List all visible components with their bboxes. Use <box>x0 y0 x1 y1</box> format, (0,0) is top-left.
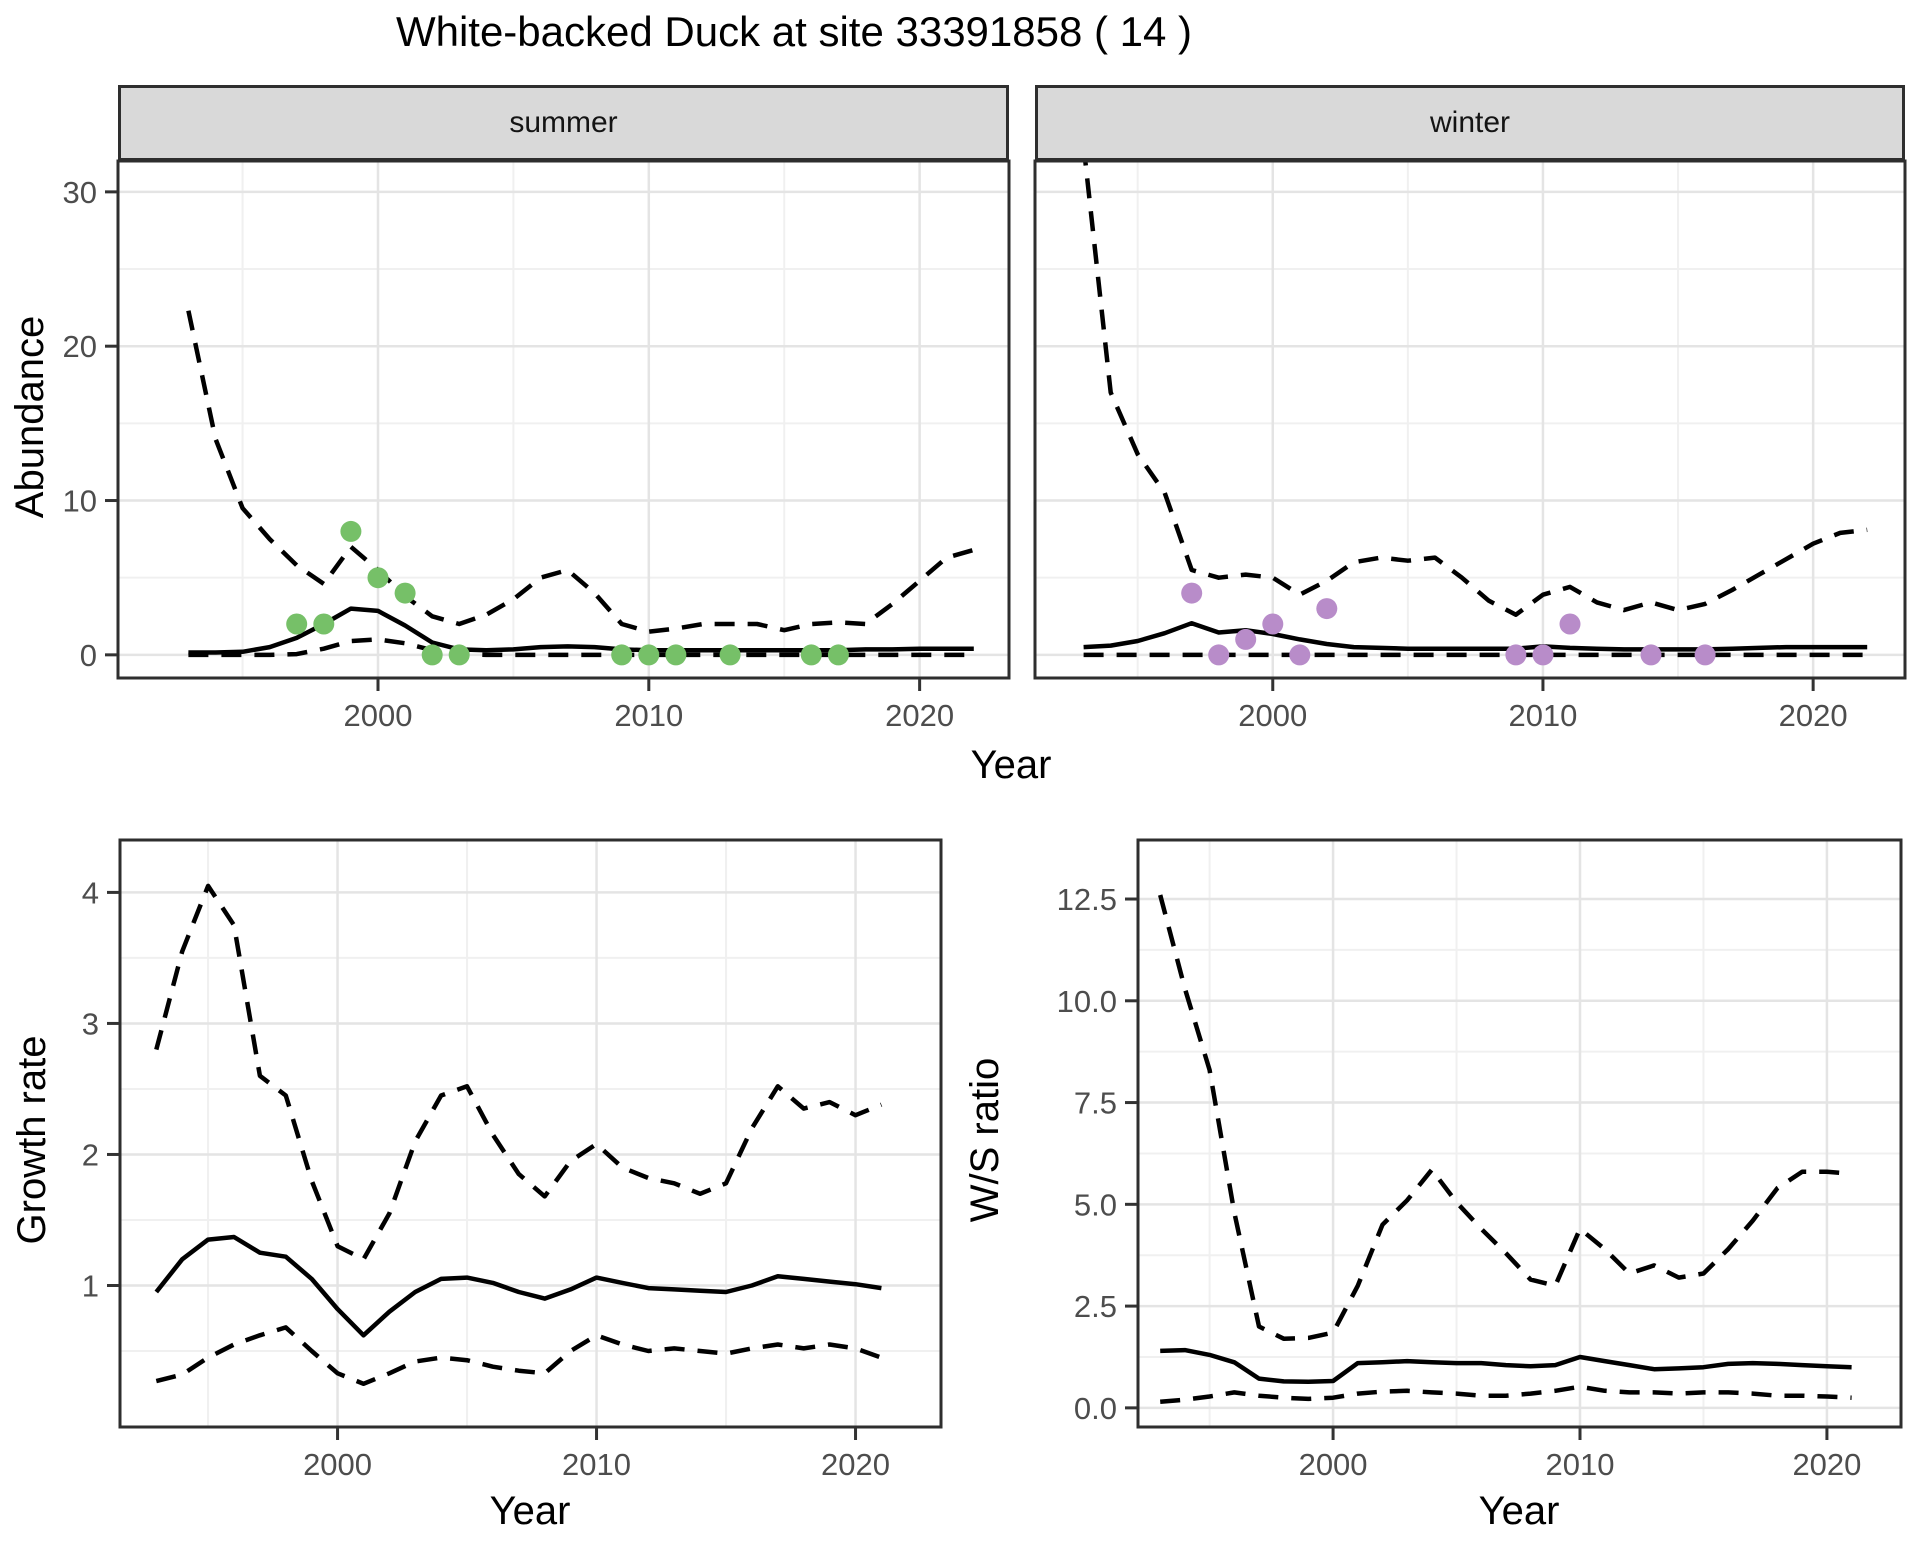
abundance_summer-observation-point <box>719 644 741 666</box>
growth_rate-upper_ci-line <box>154 883 883 1262</box>
abundance_summer-observation-point <box>421 644 443 666</box>
abundance_winter-median-line <box>1083 620 1868 652</box>
abundance_winter-observation-point <box>1532 644 1554 666</box>
y-tick-label: 1 <box>82 1268 99 1303</box>
ws-axis-title: W/S ratio <box>963 1057 1007 1223</box>
abundance_summer-observation-point <box>800 644 822 666</box>
abundance_summer-observation-point <box>286 613 308 635</box>
abundance_winter-observation-point <box>1181 582 1203 604</box>
x-tick-label: 2020 <box>885 698 954 733</box>
abundance_winter-panel-bg <box>1035 161 1905 678</box>
abundance_winter-observation-point <box>1262 613 1284 635</box>
abundance_winter-observation-point <box>1505 644 1527 666</box>
abundance_summer-observation-point <box>638 644 660 666</box>
abundance_winter-observation-point <box>1208 644 1230 666</box>
abundance_winter-observation-point <box>1640 644 1662 666</box>
abundance_summer-observation-point <box>665 644 687 666</box>
facet-strip-winter-label: winter <box>1429 106 1511 139</box>
abundance_summer-panel-border <box>116 159 1011 680</box>
abundance_summer-observation-point <box>313 613 335 635</box>
y-tick-label: 5.0 <box>1074 1187 1117 1222</box>
y-tick-label: 7.5 <box>1074 1086 1117 1121</box>
abundance_summer-observation-point <box>340 520 362 542</box>
abundance_summer-upper_ci-line <box>186 310 975 634</box>
y-tick-label: 10 <box>63 484 97 519</box>
facet-strip-winter: winter <box>1035 85 1905 161</box>
ws_ratio-median-line <box>1160 1347 1852 1385</box>
abundance_summer-observation-point <box>448 644 470 666</box>
abundance_summer-panel-bg <box>118 161 1009 678</box>
y-tick-label: 12.5 <box>1057 882 1117 917</box>
ws_ratio-panel-border <box>1136 838 1903 1429</box>
growth_rate-lower_ci-line <box>155 1325 883 1387</box>
abundance_summer-observation-point <box>611 644 633 666</box>
y-tick-label: 20 <box>63 329 97 364</box>
x-tick-label: 2010 <box>1508 698 1577 733</box>
x-tick-label: 2020 <box>821 1447 890 1482</box>
abundance_winter-upper_ci-line <box>1083 161 1868 617</box>
y-tick-label: 3 <box>82 1006 99 1041</box>
abundance_winter-panel-border <box>1033 159 1907 680</box>
abundance_summer-observation-point <box>827 644 849 666</box>
page-title: White-backed Duck at site 33391858 ( 14 … <box>395 8 1193 55</box>
x-tick-label: 2000 <box>1299 1447 1368 1482</box>
y-tick-label: 30 <box>63 175 97 210</box>
ws_ratio-lower_ci-line <box>1160 1384 1852 1405</box>
abundance-axis-title: Abundance <box>8 315 52 519</box>
top-year-axis-title: Year <box>970 743 1052 787</box>
ws_ratio-upper_ci-line <box>1158 894 1852 1341</box>
facet-strip-summer: summer <box>118 85 1009 161</box>
y-tick-label: 2.5 <box>1074 1289 1117 1324</box>
x-tick-label: 2020 <box>1779 698 1848 733</box>
abundance_winter-observation-point <box>1559 613 1581 635</box>
growth-axis-title: Growth rate <box>10 1035 54 1245</box>
growth_rate-median-line <box>154 1234 882 1338</box>
x-tick-label: 2000 <box>344 698 413 733</box>
growth_rate-panel-bg <box>120 840 941 1427</box>
abundance_summer-observation-point <box>367 567 389 589</box>
abundance_winter-observation-point <box>1235 628 1257 650</box>
x-tick-label: 2020 <box>1792 1447 1861 1482</box>
abundance_winter-observation-point <box>1316 598 1338 620</box>
growth-year-axis-title: Year <box>489 1489 571 1533</box>
x-tick-label: 2010 <box>562 1447 631 1482</box>
y-tick-label: 4 <box>82 875 99 910</box>
facet-strip-summer-label: summer <box>509 106 618 139</box>
y-tick-label: 0.0 <box>1074 1391 1117 1426</box>
growth_rate-panel-border <box>118 838 943 1429</box>
y-tick-label: 0 <box>80 638 97 673</box>
x-tick-label: 2010 <box>1546 1447 1615 1482</box>
x-tick-label: 2010 <box>614 698 683 733</box>
y-tick-label: 10.0 <box>1057 984 1117 1019</box>
abundance_summer-observation-point <box>394 582 416 604</box>
ws_ratio-panel-bg <box>1138 840 1901 1427</box>
abundance_winter-observation-point <box>1289 644 1311 666</box>
abundance_winter-observation-point <box>1694 644 1716 666</box>
x-tick-label: 2000 <box>303 1447 372 1482</box>
y-tick-label: 2 <box>82 1137 99 1172</box>
x-tick-label: 2000 <box>1238 698 1307 733</box>
ws-year-axis-title: Year <box>1478 1489 1560 1533</box>
